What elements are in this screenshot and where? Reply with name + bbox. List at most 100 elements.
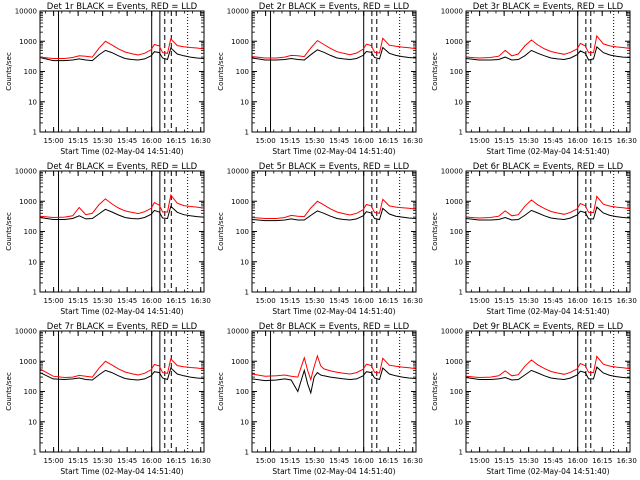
x-tick-label: 15:30: [305, 137, 325, 145]
detector-panel-2r: Det 2r BLACK = Events, RED = LLD Counts/s…: [217, 2, 423, 156]
series-line-events: [465, 206, 630, 221]
x-tick-label: 15:30: [519, 457, 539, 465]
y-tick-label: 1: [33, 129, 37, 137]
x-tick-label: 16:30: [191, 137, 211, 145]
y-axis-label: Counts/sec: [5, 372, 13, 411]
x-tick-label: 15:00: [256, 457, 276, 465]
y-axis-label: Counts/sec: [217, 372, 225, 411]
x-tick-label: 15:00: [44, 457, 64, 465]
x-axis-label: Start Time (02-May-04 14:51:40): [60, 147, 183, 156]
x-tick-label: 16:15: [592, 137, 612, 145]
series-line-lld: [251, 198, 416, 219]
plot-frame: [465, 170, 631, 293]
y-tick-label: 10000: [441, 328, 463, 336]
x-axis-label: Start Time (02-May-04 14:51:40): [272, 307, 395, 316]
x-tick-label: 15:15: [68, 297, 88, 305]
y-tick-label: 1000: [445, 38, 463, 46]
x-tick-label: 16:00: [142, 457, 162, 465]
x-tick-label: 15:30: [93, 137, 113, 145]
x-tick-label: 16:15: [592, 457, 612, 465]
x-axis-label: Start Time (02-May-04 14:51:40): [486, 147, 609, 156]
panel-title: Det 1r BLACK = Events, RED = LLD: [47, 2, 198, 12]
detector-panel-3r: Det 3r BLACK = Events, RED = LLD Counts/s…: [431, 2, 637, 156]
series-line-lld: [39, 193, 204, 219]
y-tick-label: 100: [450, 68, 463, 76]
y-tick-label: 100: [450, 228, 463, 236]
panel-title: Det 2r BLACK = Events, RED = LLD: [259, 2, 410, 12]
plot-frame: [465, 10, 631, 133]
series-line-events: [251, 367, 416, 395]
detector-panel-8r: Det 8r BLACK = Events, RED = LLD Counts/s…: [217, 322, 423, 476]
y-axis-label: Counts/sec: [431, 372, 439, 411]
y-tick-label: 1000: [19, 38, 37, 46]
x-tick-label: 15:15: [68, 137, 88, 145]
y-tick-label: 100: [24, 228, 37, 236]
x-axis-label: Start Time (02-May-04 14:51:40): [60, 307, 183, 316]
y-axis-label: Counts/sec: [5, 52, 13, 91]
series-line-lld: [465, 355, 630, 379]
x-tick-label: 15:00: [470, 297, 490, 305]
y-tick-label: 100: [236, 68, 249, 76]
series-line-lld: [465, 34, 630, 59]
x-tick-label: 15:15: [280, 137, 300, 145]
x-tick-label: 15:45: [117, 457, 137, 465]
detector-panel-9r: Det 9r BLACK = Events, RED = LLD Counts/s…: [431, 322, 637, 476]
y-tick-label: 1: [245, 289, 249, 297]
x-tick-label: 15:15: [280, 457, 300, 465]
x-tick-label: 16:30: [617, 297, 637, 305]
panel-title: Det 5r BLACK = Events, RED = LLD: [259, 162, 410, 172]
plot-frame: [39, 330, 205, 453]
series-line-events: [39, 47, 204, 62]
x-tick-label: 16:00: [568, 297, 588, 305]
y-tick-label: 10: [28, 418, 37, 426]
panel-title: Det 3r BLACK = Events, RED = LLD: [473, 2, 624, 12]
y-tick-label: 100: [24, 68, 37, 76]
series-line-events: [251, 46, 416, 61]
x-tick-label: 15:00: [256, 297, 276, 305]
x-tick-label: 15:30: [305, 457, 325, 465]
x-tick-label: 16:00: [354, 297, 374, 305]
x-tick-label: 16:30: [617, 457, 637, 465]
y-tick-label: 10000: [15, 328, 37, 336]
x-tick-label: 15:30: [93, 297, 113, 305]
x-tick-label: 15:15: [494, 457, 514, 465]
y-tick-label: 10: [240, 98, 249, 106]
y-tick-label: 1000: [19, 198, 37, 206]
x-tick-label: 16:30: [403, 137, 423, 145]
y-tick-label: 10: [454, 418, 463, 426]
series-line-lld: [251, 37, 416, 59]
x-tick-label: 16:00: [142, 137, 162, 145]
y-tick-label: 100: [236, 388, 249, 396]
x-tick-label: 15:45: [329, 457, 349, 465]
detector-panel-4r: Det 4r BLACK = Events, RED = LLD Counts/s…: [5, 162, 211, 316]
series-line-events: [39, 205, 204, 220]
y-tick-label: 100: [236, 228, 249, 236]
x-tick-label: 15:45: [543, 137, 563, 145]
x-axis-label: Start Time (02-May-04 14:51:40): [272, 147, 395, 156]
series-line-events: [465, 45, 630, 61]
y-tick-label: 1: [459, 129, 463, 137]
x-tick-label: 16:00: [354, 137, 374, 145]
x-tick-label: 16:15: [378, 457, 398, 465]
x-tick-label: 15:00: [470, 457, 490, 465]
detector-panel-6r: Det 6r BLACK = Events, RED = LLD Counts/s…: [431, 162, 637, 316]
x-tick-label: 16:00: [354, 457, 374, 465]
plot-frame: [251, 10, 417, 133]
y-tick-label: 100: [450, 388, 463, 396]
x-tick-label: 16:30: [617, 137, 637, 145]
y-tick-label: 10: [240, 258, 249, 266]
y-tick-label: 10000: [15, 168, 37, 176]
y-tick-label: 10: [28, 98, 37, 106]
x-tick-label: 15:15: [280, 297, 300, 305]
y-tick-label: 1000: [231, 198, 249, 206]
y-tick-label: 10: [454, 258, 463, 266]
y-tick-label: 1000: [231, 358, 249, 366]
panel-title: Det 4r BLACK = Events, RED = LLD: [47, 162, 198, 172]
y-axis-label: Counts/sec: [5, 212, 13, 251]
y-tick-label: 10000: [15, 8, 37, 16]
series-line-lld: [39, 357, 204, 379]
plot-frame: [39, 10, 205, 133]
x-axis-label: Start Time (02-May-04 14:51:40): [486, 307, 609, 316]
detector-panel-1r: Det 1r BLACK = Events, RED = LLD Counts/s…: [5, 2, 211, 156]
